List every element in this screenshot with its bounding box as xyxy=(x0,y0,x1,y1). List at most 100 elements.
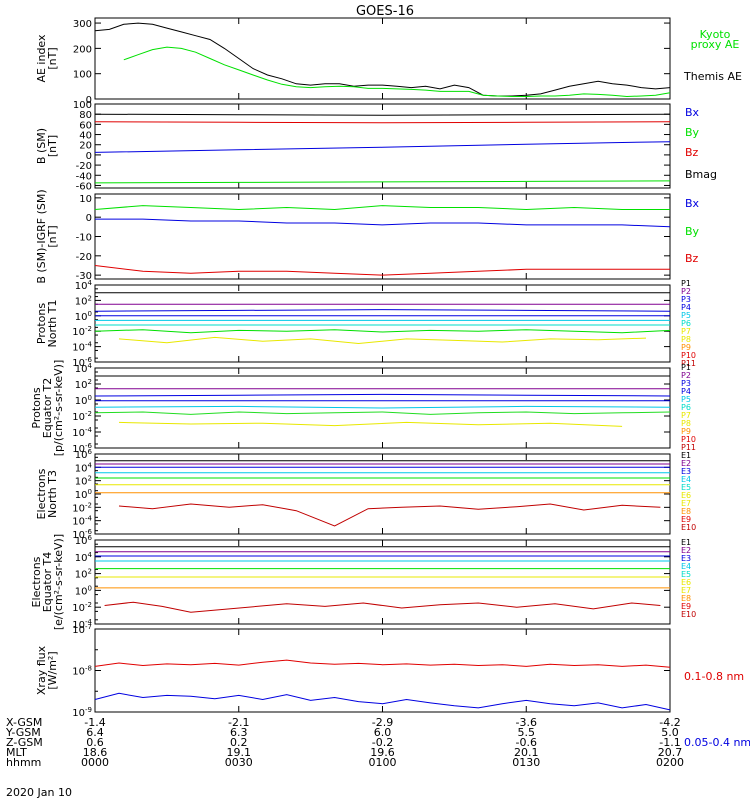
legend-p_north-p3: P3 xyxy=(681,295,691,304)
ephemeris-value-hhmm: 0030 xyxy=(225,756,253,769)
date-label: 2020 Jan 10 xyxy=(6,786,72,799)
ephemeris-value-mlt: 19.1 xyxy=(227,746,252,759)
legend-e_north-e1: E1 xyxy=(681,451,691,460)
legend-p_north-p1: P1 xyxy=(681,279,691,288)
legend-p_equator-p5: P5 xyxy=(681,395,691,404)
series-p_north-p3 xyxy=(94,309,671,312)
series-xray-0-1-0-8-nm xyxy=(94,659,671,668)
legend-ae-kyoto: Kyoto xyxy=(700,28,731,41)
legend-e_north-e10: E10 xyxy=(681,523,696,532)
y-tick-label-e_north: 102 xyxy=(75,475,92,488)
panel-frame-e_north xyxy=(94,453,671,535)
y-tick-label-e_north: 10-4 xyxy=(72,515,92,528)
y-axis-label-e_equator: Electrons xyxy=(30,556,43,607)
legend-e_equator-e1: E1 xyxy=(681,538,691,547)
legend-xray-0-05-0-4-nm: 0.05-0.4 nm xyxy=(684,736,750,749)
series-bigrf-bz xyxy=(94,265,670,276)
y-axis-label-e_equator: Equator T4 xyxy=(41,552,54,612)
legend-p_equator-p3: P3 xyxy=(681,379,691,388)
legend-p_north-p4: P4 xyxy=(681,303,691,312)
y-axis-label-bsm: [nT] xyxy=(46,135,59,157)
legend-p_north-p10: P10 xyxy=(681,351,696,360)
legend-p_north-p6: P6 xyxy=(681,319,691,328)
legend-e_north-e7: E7 xyxy=(681,499,691,508)
y-tick-label-bsm: 80 xyxy=(79,110,92,121)
series-ae-kyoto-proxy-ae xyxy=(123,46,671,98)
y-axis-label-e_equator: [e/(cm²-s-sr-keV)] xyxy=(52,534,65,630)
series-bigrf-by xyxy=(94,205,670,211)
ephemeris-value-x-gsm: -3.6 xyxy=(516,716,537,729)
y-tick-label-bigrf: -30 xyxy=(76,271,92,282)
ephemeris-value-hhmm: 0200 xyxy=(656,756,684,769)
y-tick-label-p_equator: 10-2 xyxy=(72,410,92,423)
series-ae-themis-ae xyxy=(94,22,671,97)
panel-frame-xray xyxy=(94,628,671,713)
legend-bigrf-bz: Bz xyxy=(685,252,699,265)
series-e_north-e8 xyxy=(118,503,661,527)
y-tick-label-bigrf: 0 xyxy=(86,213,92,224)
y-tick-label-bsm: 100 xyxy=(73,100,92,111)
legend-p_equator-p8: P8 xyxy=(681,419,691,428)
ephemeris-value-z-gsm: 0.6 xyxy=(86,736,104,749)
y-axis-label-ae: AE index xyxy=(35,34,48,83)
y-axis-label-e_north: North T3 xyxy=(46,470,59,518)
y-tick-label-p_north: 10-2 xyxy=(72,325,92,338)
ephemeris-value-mlt: 20.1 xyxy=(514,746,539,759)
y-tick-label-bsm: 40 xyxy=(79,131,92,142)
y-tick-label-bigrf: 10 xyxy=(79,194,92,205)
y-tick-label-e_north: 10-2 xyxy=(72,501,92,514)
ephemeris-value-z-gsm: 0.2 xyxy=(230,736,248,749)
legend-e_equator-e4: E4 xyxy=(681,562,691,571)
ephemeris-value-hhmm: 0130 xyxy=(512,756,540,769)
ephemeris-label-mlt: MLT xyxy=(6,746,27,759)
ephemeris-value-y-gsm: 5.0 xyxy=(661,726,679,739)
legend-p_equator-p6: P6 xyxy=(681,403,691,412)
legend-p_equator-p7: P7 xyxy=(681,411,691,420)
panel-frame-bsm xyxy=(94,103,671,189)
y-tick-label-p_north: 102 xyxy=(75,294,92,307)
ephemeris-label-y-gsm: Y-GSM xyxy=(5,726,41,739)
ephemeris-value-y-gsm: 6.0 xyxy=(374,726,392,739)
y-tick-label-ae: 300 xyxy=(73,19,92,30)
series-p_north-p7 xyxy=(94,329,671,334)
series-p_equator-p7 xyxy=(118,421,623,427)
ephemeris-value-y-gsm: 6.4 xyxy=(86,726,104,739)
y-tick-label-ae: 200 xyxy=(73,44,92,55)
plot-title: GOES-16 xyxy=(356,4,414,19)
legend-e_north-e4: E4 xyxy=(681,475,691,484)
ephemeris-value-x-gsm: -4.2 xyxy=(659,716,680,729)
y-tick-label-e_equator: 100 xyxy=(75,584,92,597)
y-axis-label-p_north: Protons xyxy=(35,303,48,344)
legend-e_equator-e8: E8 xyxy=(681,594,691,603)
ephemeris-value-x-gsm: -1.4 xyxy=(84,716,105,729)
legend-e_equator-e10: E10 xyxy=(681,610,696,619)
legend-p_equator-p9: P9 xyxy=(681,427,691,436)
series-p_equator-p6 xyxy=(94,411,671,415)
legend-p_north-p7: P7 xyxy=(681,327,691,336)
y-tick-label-e_equator: 104 xyxy=(75,551,93,564)
legend-p_north-p9: P9 xyxy=(681,343,691,352)
legend-e_north-e6: E6 xyxy=(681,491,691,500)
y-tick-label-bsm: -60 xyxy=(76,181,92,192)
legend-p_north-p5: P5 xyxy=(681,311,691,320)
y-tick-label-bsm: -20 xyxy=(76,161,92,172)
y-tick-label-p_equator: 100 xyxy=(75,394,92,407)
ephemeris-value-mlt: 18.6 xyxy=(83,746,108,759)
y-tick-label-bigrf: -20 xyxy=(76,252,92,263)
legend-p_north-p11: P11 xyxy=(681,359,696,368)
ephemeris-value-y-gsm: 6.3 xyxy=(230,726,248,739)
ephemeris-label-z-gsm: Z-GSM xyxy=(6,736,43,749)
y-tick-label-bsm: 60 xyxy=(79,120,92,131)
ephemeris-value-x-gsm: -2.1 xyxy=(228,716,249,729)
ephemeris-label-x-gsm: X-GSM xyxy=(6,716,42,729)
panel-frame-e_equator xyxy=(94,539,671,625)
y-tick-label-e_north: 100 xyxy=(75,488,92,501)
y-tick-label-bsm: 20 xyxy=(79,141,92,152)
legend-p_equator-p10: P10 xyxy=(681,435,696,444)
y-axis-label-bigrf: B (SM)-IGRF (SM) xyxy=(35,189,48,283)
y-axis-label-e_north: Electrons xyxy=(35,468,48,519)
y-axis-label-p_equator: Protons xyxy=(30,387,43,428)
series-p_equator-p3 xyxy=(94,393,671,397)
